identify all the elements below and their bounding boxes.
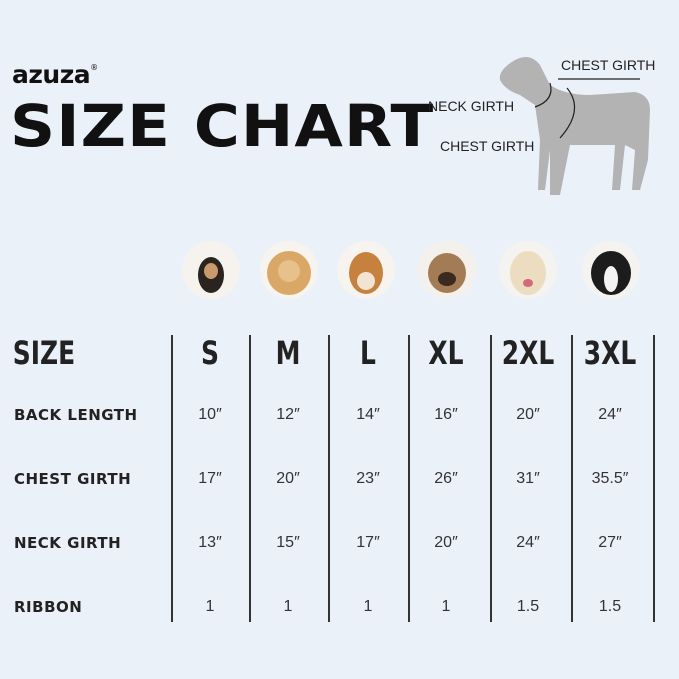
diagram-label-neck-girth: NECK GIRTH (428, 98, 515, 114)
table-cell: 1 (283, 598, 293, 615)
column-divider (249, 335, 251, 622)
dog-photo-3xl (582, 241, 640, 299)
table-cell: 24″ (598, 406, 622, 423)
dog-silhouette-diagram (499, 56, 650, 196)
table-cell: 1 (441, 598, 451, 615)
table-cell: 27″ (598, 534, 622, 551)
table-cell: 20″ (276, 470, 300, 487)
table-cell: 13″ (198, 534, 222, 551)
table-cell: 16″ (434, 406, 458, 423)
diagram-label-chest-girth-top: CHEST GIRTH (561, 57, 656, 73)
table-cell: 10″ (198, 406, 222, 423)
table-cell: 1.5 (598, 598, 622, 615)
row-label: NECK GIRTH (14, 534, 122, 552)
size-header-2xl: 2XL (501, 334, 555, 372)
row-label: BACK LENGTH (14, 406, 138, 424)
column-divider (328, 335, 330, 622)
dog-photo-s (182, 241, 240, 299)
table-cell: 24″ (516, 534, 540, 551)
table-cell: 20″ (434, 534, 458, 551)
size-header-xl: XL (428, 334, 464, 372)
size-header-s: S (201, 334, 219, 372)
dog-photo-2xl (499, 241, 557, 299)
table-cell: 23″ (356, 470, 380, 487)
diagram-label-chest-girth: CHEST GIRTH (440, 138, 535, 154)
dog-photo-m (260, 241, 318, 299)
column-divider (171, 335, 173, 622)
size-header-l: L (360, 334, 376, 372)
size-header-m: M (275, 334, 301, 372)
column-divider (490, 335, 492, 622)
table-cell: 15″ (276, 534, 300, 551)
page-title: SIZE CHART (10, 92, 435, 160)
column-divider (571, 335, 573, 622)
row-label: CHEST GIRTH (14, 470, 132, 488)
table-cell: 1 (205, 598, 215, 615)
brand-logo: azuza® (12, 60, 98, 89)
dog-silhouette-icon (499, 56, 650, 196)
table-cell: 1.5 (516, 598, 540, 615)
table-cell: 17″ (356, 534, 380, 551)
table-cell: 26″ (434, 470, 458, 487)
table-header-size: SIZE (12, 334, 76, 372)
column-divider (653, 335, 655, 622)
row-label: RIBBON (14, 598, 83, 616)
dog-photo-xl (418, 241, 476, 299)
column-divider (408, 335, 410, 622)
table-cell: 20″ (516, 406, 540, 423)
size-header-3xl: 3XL (583, 334, 637, 372)
table-cell: 12″ (276, 406, 300, 423)
table-cell: 35.5″ (591, 470, 629, 487)
table-cell: 14″ (356, 406, 380, 423)
table-cell: 31″ (516, 470, 540, 487)
dog-photo-l (337, 241, 395, 299)
table-cell: 1 (363, 598, 373, 615)
table-cell: 17″ (198, 470, 222, 487)
